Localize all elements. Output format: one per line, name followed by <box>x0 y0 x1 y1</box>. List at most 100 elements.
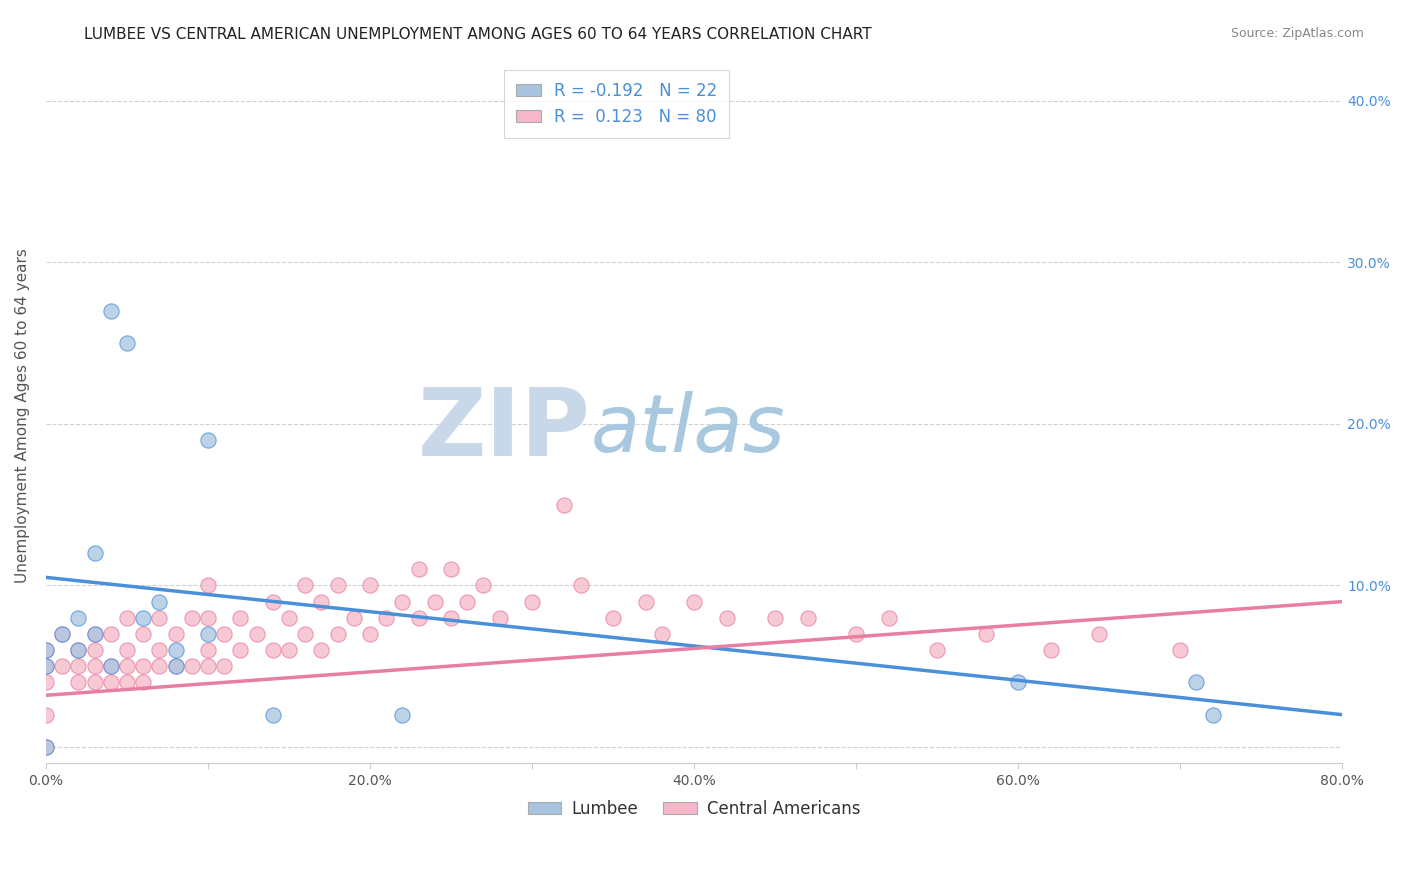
Point <box>229 611 252 625</box>
Point <box>1185 675 1208 690</box>
Point <box>877 611 900 625</box>
Point <box>197 643 219 657</box>
Point <box>1201 707 1223 722</box>
Point <box>343 611 366 625</box>
Point <box>35 643 58 657</box>
Point <box>180 659 202 673</box>
Point <box>35 739 58 754</box>
Text: LUMBEE VS CENTRAL AMERICAN UNEMPLOYMENT AMONG AGES 60 TO 64 YEARS CORRELATION CH: LUMBEE VS CENTRAL AMERICAN UNEMPLOYMENT … <box>84 27 872 42</box>
Point <box>683 594 706 608</box>
Point <box>115 611 138 625</box>
Point <box>51 659 73 673</box>
Point <box>83 546 105 560</box>
Point <box>67 659 90 673</box>
Point <box>197 578 219 592</box>
Point <box>311 594 333 608</box>
Point <box>148 659 170 673</box>
Point <box>67 675 90 690</box>
Point <box>326 627 349 641</box>
Point <box>553 498 575 512</box>
Point <box>408 562 430 576</box>
Point <box>1007 675 1029 690</box>
Text: ZIP: ZIP <box>418 384 591 475</box>
Point <box>1168 643 1191 657</box>
Point <box>132 611 155 625</box>
Point <box>100 303 122 318</box>
Point <box>100 675 122 690</box>
Point <box>83 627 105 641</box>
Point <box>974 627 997 641</box>
Point <box>440 611 463 625</box>
Legend: Lumbee, Central Americans: Lumbee, Central Americans <box>522 793 866 824</box>
Point <box>602 611 624 625</box>
Point <box>197 611 219 625</box>
Point <box>278 643 301 657</box>
Point <box>51 627 73 641</box>
Point <box>132 627 155 641</box>
Point <box>246 627 269 641</box>
Point <box>115 643 138 657</box>
Point <box>520 594 543 608</box>
Point <box>472 578 495 592</box>
Point <box>488 611 510 625</box>
Point <box>180 611 202 625</box>
Text: atlas: atlas <box>591 391 785 468</box>
Text: Source: ZipAtlas.com: Source: ZipAtlas.com <box>1230 27 1364 40</box>
Point <box>262 643 284 657</box>
Point <box>35 739 58 754</box>
Point <box>391 594 413 608</box>
Point <box>132 675 155 690</box>
Point <box>763 611 786 625</box>
Point <box>35 659 58 673</box>
Point <box>456 594 478 608</box>
Point <box>311 643 333 657</box>
Point <box>359 578 381 592</box>
Point <box>165 643 187 657</box>
Point <box>440 562 463 576</box>
Point <box>326 578 349 592</box>
Point <box>100 659 122 673</box>
Point <box>262 594 284 608</box>
Point <box>212 659 235 673</box>
Point <box>132 659 155 673</box>
Point <box>83 675 105 690</box>
Point <box>197 627 219 641</box>
Point <box>83 643 105 657</box>
Point <box>212 627 235 641</box>
Point <box>278 611 301 625</box>
Point <box>115 659 138 673</box>
Point <box>148 611 170 625</box>
Point <box>51 627 73 641</box>
Point <box>1039 643 1062 657</box>
Point <box>262 707 284 722</box>
Point <box>115 675 138 690</box>
Point <box>35 675 58 690</box>
Point <box>294 627 316 641</box>
Point <box>294 578 316 592</box>
Point <box>634 594 657 608</box>
Point <box>359 627 381 641</box>
Point <box>35 643 58 657</box>
Point <box>796 611 818 625</box>
Point <box>115 336 138 351</box>
Point <box>100 659 122 673</box>
Point <box>716 611 738 625</box>
Point <box>148 594 170 608</box>
Point <box>197 659 219 673</box>
Point <box>165 659 187 673</box>
Y-axis label: Unemployment Among Ages 60 to 64 years: Unemployment Among Ages 60 to 64 years <box>15 248 30 583</box>
Point <box>67 611 90 625</box>
Point <box>100 627 122 641</box>
Point <box>165 659 187 673</box>
Point <box>229 643 252 657</box>
Point <box>569 578 592 592</box>
Point <box>67 643 90 657</box>
Point <box>165 627 187 641</box>
Point <box>375 611 398 625</box>
Point <box>1088 627 1111 641</box>
Point <box>148 643 170 657</box>
Point <box>83 659 105 673</box>
Point <box>651 627 673 641</box>
Point <box>197 433 219 447</box>
Point <box>408 611 430 625</box>
